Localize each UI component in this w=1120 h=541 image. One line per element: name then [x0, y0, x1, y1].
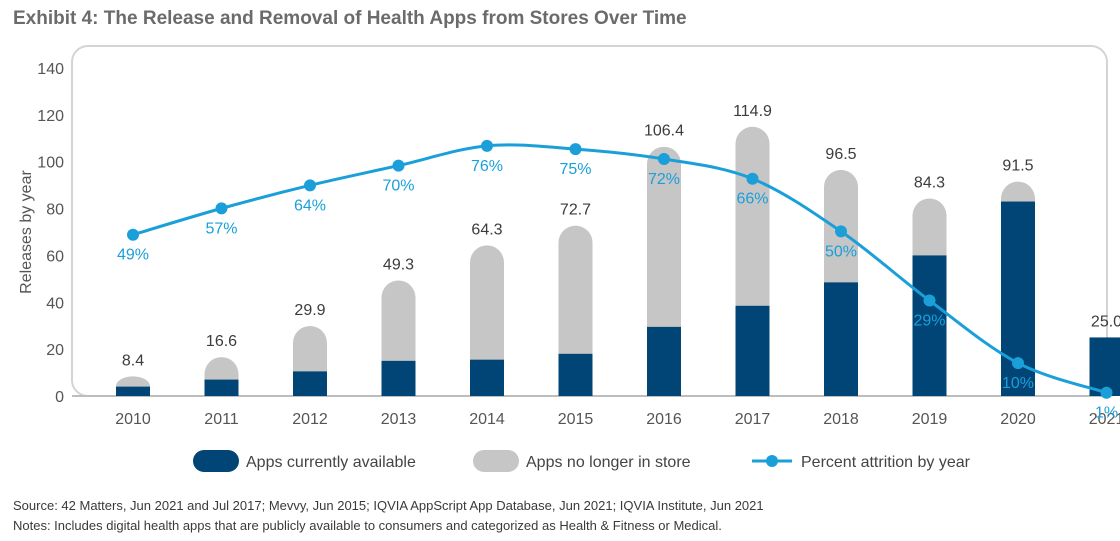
bar-currently-available [1089, 337, 1120, 396]
attrition-point [392, 159, 405, 172]
y-tick-label: 140 [37, 61, 64, 78]
x-tick-label: 2013 [381, 411, 417, 428]
attrition-label: 10% [1002, 375, 1034, 392]
legend-label-attrition: Percent attrition by year [801, 454, 971, 471]
attrition-point [835, 225, 847, 238]
bar-no-longer-in-store [558, 225, 593, 396]
y-tick-label: 0 [55, 389, 64, 406]
total-label: 29.9 [294, 302, 325, 319]
x-tick-label: 2019 [912, 411, 948, 428]
legend-label-removed: Apps no longer in store [526, 454, 691, 471]
attrition-point [658, 152, 670, 165]
attrition-label: 29% [913, 313, 945, 330]
y-tick-label: 80 [46, 202, 64, 219]
legend-swatch-attrition-dot [766, 455, 778, 467]
y-tick-label: 120 [37, 108, 64, 125]
bar-currently-available [647, 326, 681, 396]
attrition-label: 1% [1095, 405, 1118, 422]
bar-currently-available [381, 360, 416, 396]
x-tick-label: 2020 [1000, 411, 1036, 428]
chart-title: Exhibit 4: The Release and Removal of He… [13, 8, 687, 29]
legend: Apps currently available Apps no longer i… [193, 450, 971, 472]
notes-block: Source: 42 Matters, Jun 2021 and Jul 201… [13, 496, 764, 536]
legend-swatch-removed [473, 450, 519, 472]
attrition-label: 57% [205, 220, 237, 237]
x-tick-label: 2011 [204, 411, 239, 428]
attrition-label: 72% [648, 171, 680, 188]
total-label: 72.7 [560, 202, 591, 219]
attrition-point [127, 228, 139, 241]
y-axis-title: Releases by year [18, 170, 35, 294]
bar-currently-available [558, 353, 593, 396]
x-tick-label: 2014 [469, 411, 505, 428]
total-label: 64.3 [471, 221, 502, 238]
attrition-label: 75% [559, 161, 591, 178]
attrition-point [1100, 386, 1113, 399]
total-label: 84.3 [914, 174, 945, 191]
total-labels-layer: 8.4 16.6 29.9 49.3 64.3 72.7 106.4 114.9 96.5 84.… [122, 103, 1120, 370]
x-tick-label: 2017 [735, 411, 771, 428]
x-axis: 2010 2011 2012 2013 2014 2015 2016 2017 2018 2019… [115, 411, 1120, 428]
attrition-line-layer: 49% 57% 64% 70% 76% 75% 72% 66% 50% 29% 10% 1% [117, 139, 1118, 422]
bar-currently-available [470, 359, 504, 396]
x-tick-label: 2021 [1089, 411, 1120, 428]
total-label: 16.6 [206, 333, 237, 350]
bar-no-longer-in-store [470, 245, 504, 396]
total-label: 96.5 [825, 146, 856, 163]
attrition-point [215, 202, 228, 215]
x-tick-label: 2016 [646, 411, 682, 428]
bar-currently-available [912, 255, 947, 396]
bars-layer [116, 126, 1120, 396]
total-label: 25.0 [1091, 313, 1120, 330]
legend-label-available: Apps currently available [246, 454, 416, 471]
attrition-label: 66% [736, 191, 768, 208]
total-label: 91.5 [1002, 158, 1033, 175]
attrition-point [1012, 357, 1024, 370]
attrition-label: 50% [825, 243, 857, 260]
source-note: Source: 42 Matters, Jun 2021 and Jul 201… [13, 498, 764, 513]
total-label: 8.4 [122, 352, 144, 369]
y-tick-label: 40 [46, 295, 64, 312]
bar-currently-available [735, 305, 770, 396]
bar-currently-available [824, 282, 858, 396]
attrition-label: 64% [294, 197, 326, 214]
y-axis: 0 20 40 60 80 100 120 140 [37, 61, 64, 406]
total-label: 114.9 [733, 103, 772, 120]
attrition-label: 70% [382, 178, 414, 195]
attrition-point [569, 143, 582, 156]
bar-currently-available [293, 371, 327, 396]
x-tick-label: 2012 [292, 411, 328, 428]
x-tick-label: 2010 [115, 411, 151, 428]
total-label: 106.4 [644, 123, 684, 140]
attrition-point [304, 179, 316, 192]
attrition-line [132, 143, 1107, 395]
bar-currently-available [116, 386, 150, 396]
total-label: 49.3 [383, 256, 414, 273]
attrition-label: 49% [117, 247, 149, 264]
y-tick-label: 60 [46, 248, 64, 265]
bar-currently-available [204, 379, 239, 396]
y-tick-label: 20 [46, 342, 64, 359]
attrition-point [923, 294, 936, 307]
attrition-point [746, 172, 759, 185]
legend-swatch-available [193, 450, 239, 472]
attrition-point [481, 139, 493, 152]
y-tick-label: 100 [37, 155, 64, 172]
notes-note: Notes: Includes digital health apps that… [13, 518, 722, 533]
attrition-label: 76% [471, 158, 503, 175]
x-tick-label: 2018 [823, 411, 859, 428]
x-tick-label: 2015 [558, 411, 594, 428]
